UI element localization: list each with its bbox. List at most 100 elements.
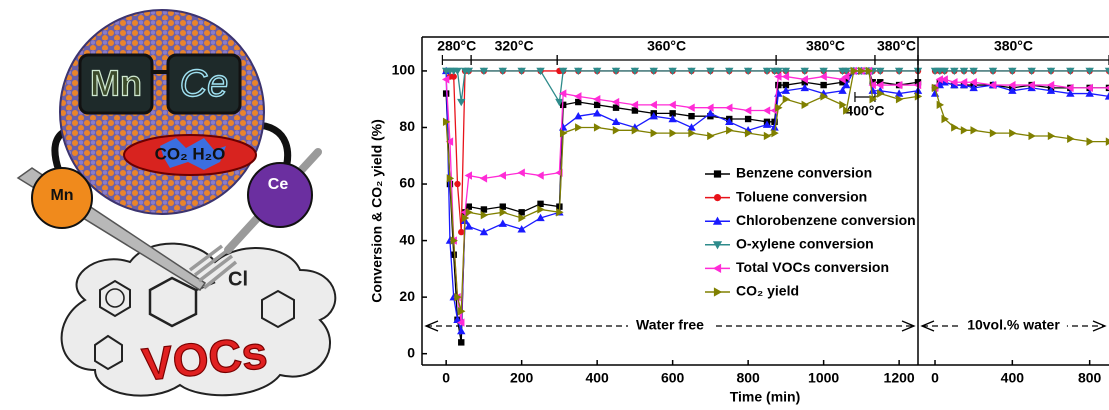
data-point bbox=[1008, 67, 1017, 76]
data-point bbox=[1104, 85, 1109, 91]
data-point bbox=[1047, 131, 1056, 141]
data-point bbox=[631, 126, 640, 135]
x-tick-label: 1200 bbox=[884, 370, 915, 386]
data-point bbox=[989, 128, 998, 138]
data-point bbox=[744, 128, 753, 138]
series-line bbox=[445, 70, 918, 233]
y-tick-label: 60 bbox=[399, 175, 415, 191]
data-point bbox=[842, 72, 850, 81]
data-point bbox=[592, 109, 602, 117]
data-point bbox=[517, 67, 526, 76]
temperature-label: 360°C bbox=[647, 38, 686, 54]
benzene-ring bbox=[105, 288, 125, 308]
legend-label: Chlorobenzene conversion bbox=[736, 212, 916, 228]
data-point bbox=[650, 128, 658, 138]
data-point bbox=[498, 67, 507, 76]
legend-label: CO₂ yield bbox=[736, 283, 799, 299]
data-point bbox=[446, 174, 455, 183]
x-tick-label: 400 bbox=[585, 370, 609, 386]
data-point bbox=[668, 67, 677, 76]
mn-lens-label: Mn bbox=[90, 63, 142, 104]
data-point bbox=[877, 89, 885, 98]
x-tick-label: 800 bbox=[736, 370, 760, 386]
data-point bbox=[839, 100, 847, 110]
data-point bbox=[1104, 92, 1109, 100]
data-point bbox=[687, 67, 696, 76]
burst bbox=[160, 138, 226, 170]
data-point bbox=[869, 95, 877, 104]
data-point bbox=[1067, 134, 1075, 143]
data-point bbox=[762, 106, 771, 115]
data-point bbox=[499, 203, 506, 210]
data-point bbox=[457, 98, 466, 107]
regime-arrowhead bbox=[920, 320, 1107, 332]
data-point bbox=[819, 72, 827, 81]
regime-label-bg bbox=[960, 316, 1067, 336]
data-point bbox=[935, 75, 944, 84]
data-point bbox=[800, 83, 809, 92]
data-point bbox=[725, 103, 733, 112]
data-point bbox=[850, 66, 859, 76]
data-point bbox=[1085, 67, 1094, 76]
data-point bbox=[959, 67, 969, 76]
data-point bbox=[1046, 86, 1056, 94]
data-point bbox=[465, 203, 473, 210]
data-point bbox=[1046, 67, 1056, 76]
data-point bbox=[668, 114, 677, 123]
data-point bbox=[771, 128, 779, 138]
data-point bbox=[743, 67, 753, 76]
data-point bbox=[895, 95, 904, 104]
lens bbox=[166, 53, 242, 115]
data-point bbox=[559, 128, 568, 138]
data-point bbox=[558, 67, 568, 76]
data-point bbox=[441, 75, 450, 84]
illustration: Cl VOCs Mn Ce CO₂ H₂O Mn Ce bbox=[16, 9, 337, 397]
data-point bbox=[936, 100, 945, 110]
data-point bbox=[450, 73, 457, 80]
legend-label: Benzene conversion bbox=[736, 165, 872, 181]
benzene-ring bbox=[94, 334, 123, 371]
data-point bbox=[707, 131, 715, 141]
data-point bbox=[558, 89, 567, 98]
data-point bbox=[688, 128, 696, 138]
temperature-label: 320°C bbox=[495, 38, 534, 54]
data-point bbox=[556, 208, 564, 217]
data-point bbox=[876, 80, 884, 90]
data-point bbox=[498, 171, 506, 180]
data-point bbox=[574, 92, 582, 101]
data-point bbox=[877, 79, 884, 86]
data-point bbox=[940, 67, 949, 76]
data-point bbox=[858, 66, 866, 76]
data-point bbox=[458, 339, 465, 346]
data-point bbox=[706, 103, 714, 112]
data-point bbox=[1009, 128, 1017, 138]
data-point bbox=[457, 318, 465, 327]
data-point bbox=[951, 123, 959, 132]
data-point bbox=[592, 95, 601, 104]
legend-marker bbox=[713, 287, 723, 297]
data-point bbox=[1085, 89, 1094, 97]
benzene-ring bbox=[261, 289, 295, 329]
data-point bbox=[988, 67, 998, 76]
ce-lens-label: Ce bbox=[180, 63, 229, 105]
x-tick-label: 0 bbox=[442, 370, 450, 386]
data-point bbox=[1027, 67, 1036, 76]
data-point bbox=[458, 228, 465, 236]
data-point bbox=[842, 80, 851, 89]
data-point bbox=[630, 100, 639, 110]
voc-cloud bbox=[60, 242, 337, 397]
fork-tines bbox=[188, 244, 238, 290]
data-point bbox=[1066, 89, 1075, 97]
data-point bbox=[869, 79, 876, 86]
data-point bbox=[894, 80, 903, 90]
chlorine-label: Cl bbox=[228, 268, 248, 290]
data-point bbox=[479, 227, 489, 236]
data-point bbox=[950, 78, 958, 87]
products-label: CO₂ H₂O bbox=[155, 144, 226, 163]
y-axis-label: Conversion & CO₂ yield (%) bbox=[369, 119, 385, 303]
data-point bbox=[687, 103, 695, 112]
data-point bbox=[941, 114, 949, 124]
inset-temperature-label: 400°C bbox=[845, 103, 884, 119]
data-point bbox=[537, 205, 545, 214]
temperature-label: 380°C bbox=[877, 38, 916, 54]
